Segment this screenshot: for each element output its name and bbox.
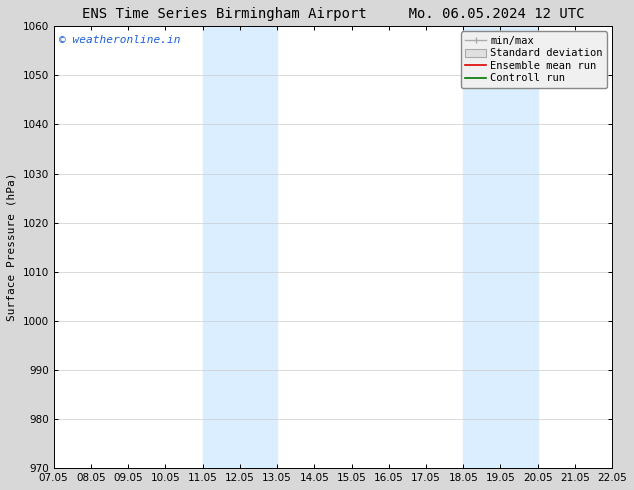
Title: ENS Time Series Birmingham Airport     Mo. 06.05.2024 12 UTC: ENS Time Series Birmingham Airport Mo. 0… <box>82 7 584 21</box>
Y-axis label: Surface Pressure (hPa): Surface Pressure (hPa) <box>7 173 17 321</box>
Bar <box>463 26 538 468</box>
Legend: min/max, Standard deviation, Ensemble mean run, Controll run: min/max, Standard deviation, Ensemble me… <box>461 31 607 88</box>
Text: © weatheronline.in: © weatheronline.in <box>59 35 181 45</box>
Bar <box>202 26 277 468</box>
